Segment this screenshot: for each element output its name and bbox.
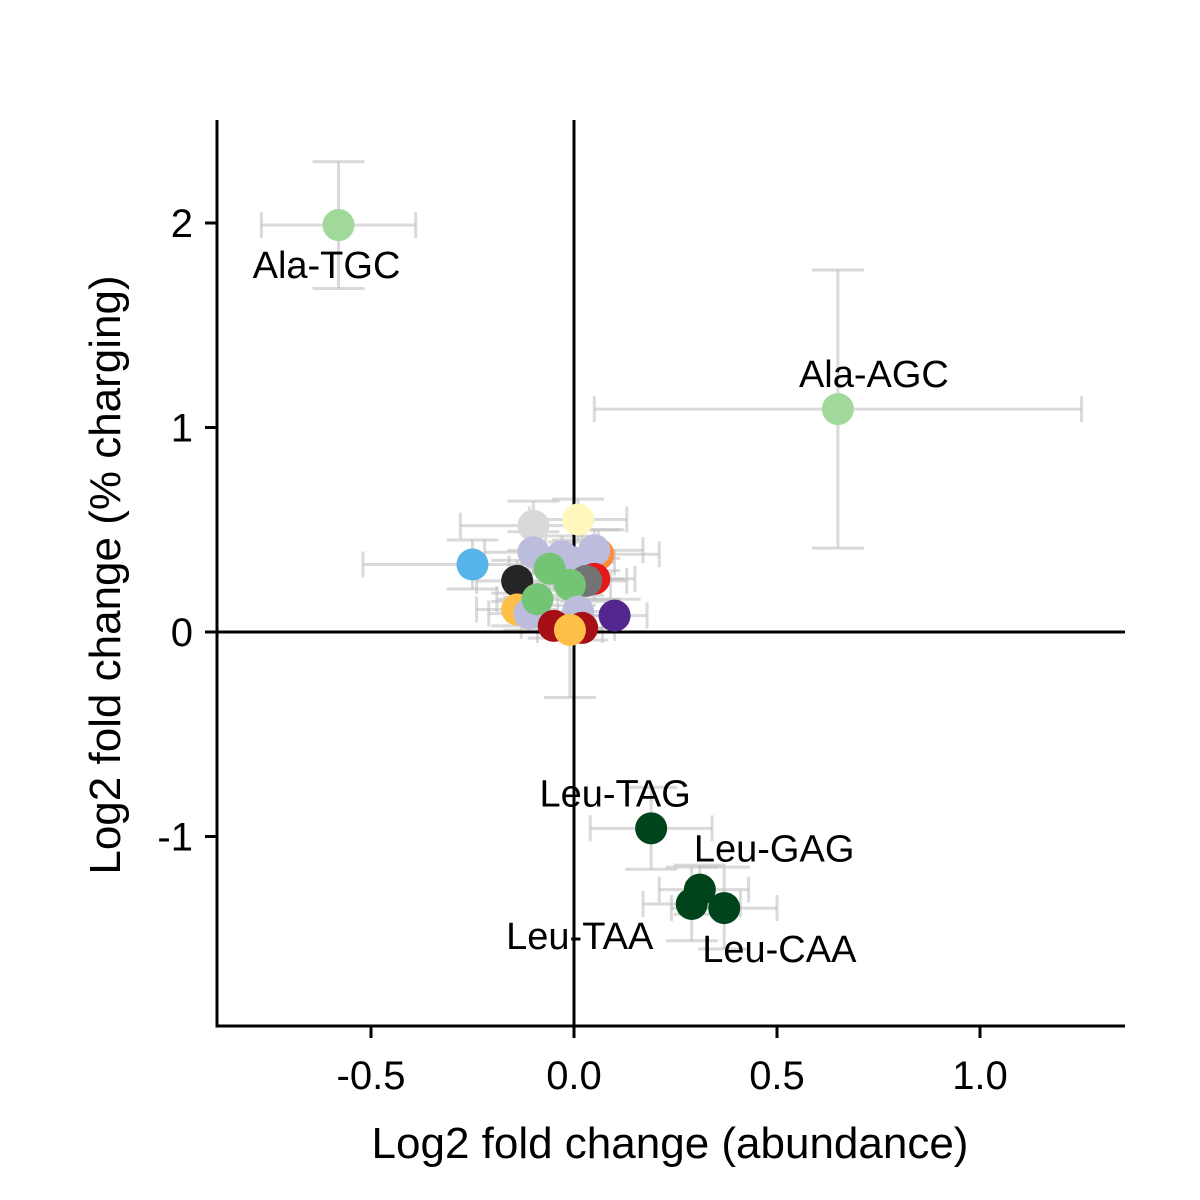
- y-axis-title: Log2 fold change (% charging): [81, 275, 130, 874]
- point-label-leu-tag: Leu-TAG: [539, 773, 690, 815]
- data-point-21: [521, 583, 554, 616]
- y-tick-label: 1: [171, 407, 193, 451]
- point-label-leu-gag: Leu-GAG: [694, 829, 855, 871]
- data-point-8: [562, 503, 595, 536]
- data-point-6: [456, 548, 489, 581]
- point-label-ala-tgc: Ala-TGC: [253, 245, 401, 287]
- data-point-18: [553, 568, 586, 601]
- data-point-25: [598, 599, 631, 632]
- x-tick-label: -0.5: [337, 1054, 406, 1098]
- y-tick-label: 0: [171, 611, 193, 655]
- point-label-ala-agc: Ala-AGC: [799, 354, 949, 396]
- axes: [215, 120, 1125, 1028]
- data-point-5: [708, 892, 741, 925]
- data-point-2: [635, 812, 668, 845]
- data-point-26: [553, 613, 586, 646]
- data-points: [322, 209, 854, 925]
- x-tick-label: 0.5: [749, 1054, 805, 1098]
- point-label-leu-caa: Leu-CAA: [702, 929, 857, 971]
- data-point-16: [501, 564, 534, 597]
- data-point-4: [675, 887, 708, 920]
- x-tick-label: 1.0: [952, 1054, 1008, 1098]
- data-point-0: [322, 209, 355, 242]
- ticks: -0.5 0.0 0.5 1.0 -1 0 1 2: [157, 202, 1007, 1098]
- data-point-7: [517, 509, 550, 542]
- y-tick-label: 2: [171, 202, 193, 246]
- y-tick-label: -1: [157, 816, 193, 860]
- point-label-leu-taa: Leu-TAA: [506, 916, 654, 958]
- x-axis-title: Log2 fold change (abundance): [372, 1119, 969, 1168]
- x-tick-label: 0.0: [546, 1054, 602, 1098]
- data-point-1: [821, 393, 854, 426]
